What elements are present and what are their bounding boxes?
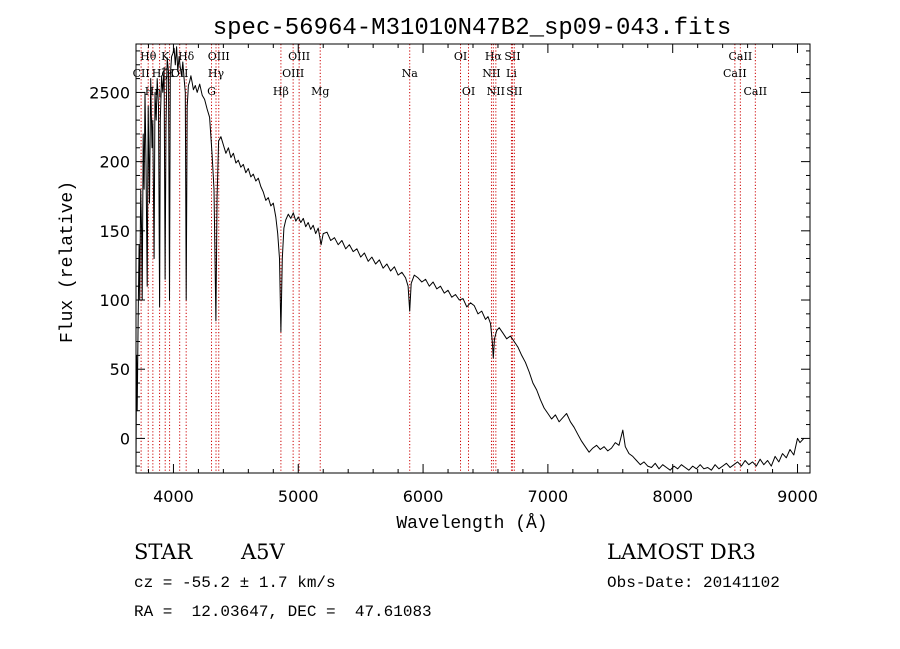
plot-frame [135, 43, 811, 474]
spectrum-line-0 [135, 46, 805, 471]
y-axis-ticks: 0 50 100 150 200 2500 [89, 50, 810, 467]
y-tick-label: 2500 [89, 83, 130, 102]
chart-title: spec-56964-M31010N47B2_sp09-043.fits [213, 15, 731, 42]
line-marker-label: Mg [311, 85, 329, 98]
line-marker-label: OIII [282, 67, 304, 80]
object-class: STAR [134, 540, 193, 564]
observation-date: Obs-Date: 20141102 [607, 574, 780, 592]
y-tick-label: 150 [99, 222, 130, 241]
survey-name: LAMOST DR3 [607, 540, 756, 564]
line-marker-label: Hθ [140, 50, 157, 63]
spectrum-series [135, 46, 805, 471]
redshift-readout: cz = -55.2 ± 1.7 km/s [134, 574, 336, 592]
line-marker-label: NII [487, 85, 505, 98]
x-tick-label: 9000 [777, 487, 818, 506]
line-marker-label: NII [482, 67, 500, 80]
line-marker-label: Hα [485, 50, 503, 63]
line-marker-label: Hγ [208, 67, 225, 80]
x-tick-label: 6000 [403, 487, 444, 506]
x-tick-label: 5000 [278, 487, 319, 506]
x-axis-label: Wavelength (Å) [396, 513, 547, 534]
y-tick-label: 100 [99, 291, 130, 310]
line-marker-label: G [207, 85, 216, 98]
coordinates-readout: RA = 12.03647, DEC = 47.61083 [134, 603, 432, 621]
x-tick-label: 4000 [153, 487, 194, 506]
line-marker-label: SII [504, 50, 520, 63]
line-marker-label: Hβ [273, 85, 289, 98]
line-marker-label: OII [171, 67, 189, 80]
y-tick-label: 200 [99, 153, 130, 172]
line-marker-label: OI [462, 85, 475, 98]
line-marker-label: OIII [208, 50, 230, 63]
x-tick-label: 7000 [528, 487, 569, 506]
line-marker-label: K [161, 50, 170, 63]
line-marker-label: CaII [723, 67, 747, 80]
line-marker-label: CaII [729, 50, 753, 63]
y-tick-label: 50 [110, 360, 130, 379]
line-marker-label: CaII [743, 85, 767, 98]
line-marker-label: Na [402, 67, 419, 80]
y-axis-label: Flux (relative) [58, 181, 78, 343]
spectral-subclass: A5V [241, 540, 285, 564]
line-marker-label: OIII [288, 50, 310, 63]
line-marker-label: CII [133, 67, 150, 80]
line-marker-label: Li [506, 67, 517, 80]
line-marker-label: Hδ [178, 50, 195, 63]
line-marker-label: H [165, 67, 175, 80]
x-tick-label: 8000 [652, 487, 693, 506]
line-marker-label: SII [506, 85, 522, 98]
line-marker-label: OI [454, 50, 467, 63]
y-tick-label: 0 [120, 429, 130, 448]
x-axis-ticks: 4000 5000 6000 7000 8000 9000 [147, 44, 818, 506]
